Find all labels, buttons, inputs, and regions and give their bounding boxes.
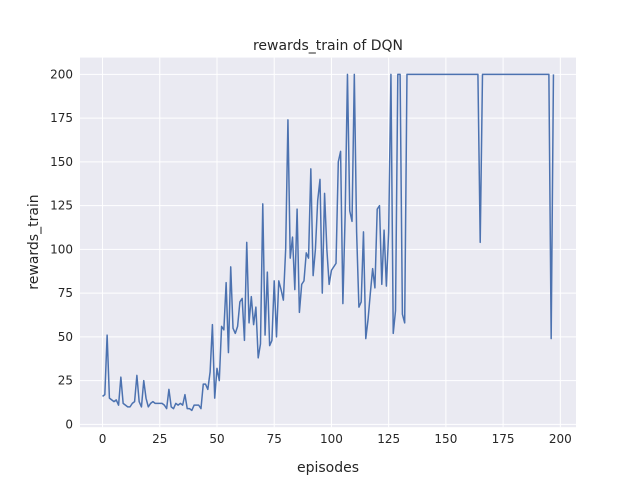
grid bbox=[80, 57, 576, 428]
x-tick-label: 0 bbox=[99, 432, 107, 446]
y-tick-label: 125 bbox=[50, 199, 73, 213]
x-tick-label: 175 bbox=[492, 432, 515, 446]
y-tick-label: 75 bbox=[58, 286, 73, 300]
y-tick-label: 50 bbox=[58, 330, 73, 344]
x-tick-label: 50 bbox=[209, 432, 224, 446]
x-tick-label: 25 bbox=[152, 432, 167, 446]
x-tick-label: 75 bbox=[267, 432, 282, 446]
chart-title: rewards_train of DQN bbox=[253, 38, 403, 54]
y-tick-label: 150 bbox=[50, 155, 73, 169]
y-tick-label: 100 bbox=[50, 242, 73, 256]
x-axis-label: episodes bbox=[297, 460, 359, 476]
y-tick-label: 200 bbox=[50, 67, 73, 81]
y-axis-label: rewards_train bbox=[26, 194, 42, 289]
y-tick-label: 25 bbox=[58, 374, 73, 388]
tick-labels: 0 25 50 75 100 125 150 175 200 0 25 50 75 100 125 150 17… bbox=[50, 67, 572, 446]
x-tick-label: 125 bbox=[377, 432, 400, 446]
y-tick-label: 0 bbox=[65, 417, 73, 431]
x-tick-label: 200 bbox=[549, 432, 572, 446]
plot-background bbox=[80, 57, 576, 428]
y-tick-label: 175 bbox=[50, 111, 73, 125]
x-tick-label: 150 bbox=[434, 432, 457, 446]
series-line bbox=[102, 73, 555, 412]
x-tick-label: 100 bbox=[320, 432, 343, 446]
